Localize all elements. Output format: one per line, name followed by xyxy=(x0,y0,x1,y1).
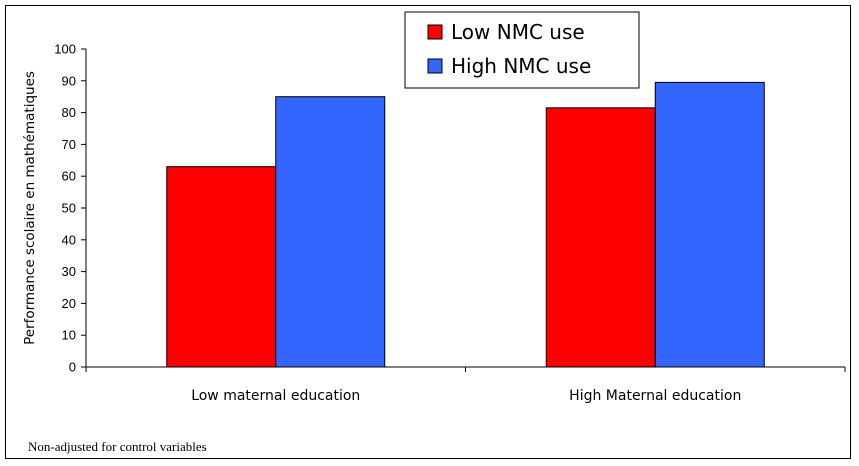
x-tick-label: High Maternal education xyxy=(569,388,741,404)
y-axis-label: Performance scolaire en mathématiques xyxy=(22,71,38,345)
legend-swatch xyxy=(427,24,443,40)
y-tick-label: 40 xyxy=(62,232,76,247)
bar-high-nmc-use-cat1 xyxy=(275,96,386,368)
bar-high-nmc-use-cat2 xyxy=(654,81,765,368)
y-tick-label: 0 xyxy=(69,360,76,375)
legend-entry: Low NMC use xyxy=(451,20,585,44)
legend-box xyxy=(404,11,640,89)
y-tick-label: 30 xyxy=(62,264,76,279)
y-tick-label: 50 xyxy=(62,201,76,216)
y-tick-label: 80 xyxy=(62,105,76,120)
y-tick-label: 90 xyxy=(62,73,76,88)
y-tick-label: 10 xyxy=(62,328,76,343)
y-tick-label: 100 xyxy=(54,42,76,57)
legend: Low NMC use High NMC use xyxy=(404,11,640,89)
y-axis-title: Performance scolaire en mathématiques xyxy=(22,71,38,345)
y-tick-label: 20 xyxy=(62,296,76,311)
y-tick-label: 60 xyxy=(62,169,76,184)
legend-swatch xyxy=(427,58,443,74)
bar-low-nmc-use-cat1 xyxy=(166,166,277,368)
bar-low-nmc-use-cat2 xyxy=(545,107,656,368)
legend-entry: High NMC use xyxy=(451,54,591,78)
footnote: Non-adjusted for control variables xyxy=(28,439,207,454)
y-tick-label: 70 xyxy=(62,137,76,152)
x-tick-label: Low maternal education xyxy=(191,388,360,404)
